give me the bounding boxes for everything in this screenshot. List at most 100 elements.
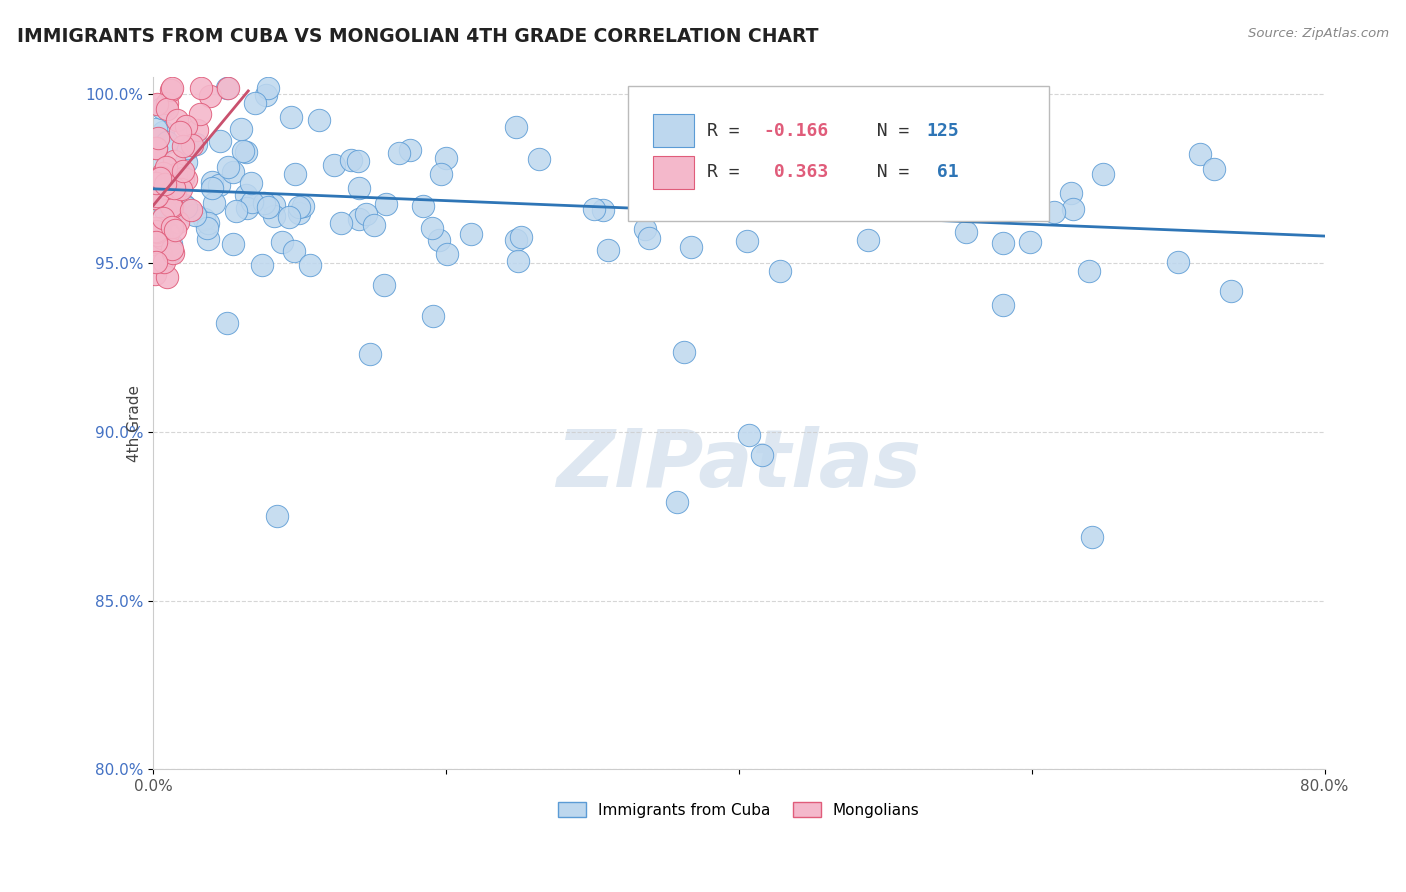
Point xyxy=(270,235,292,250)
Point xyxy=(596,243,619,257)
Point xyxy=(288,200,311,214)
Point xyxy=(308,113,330,128)
Point xyxy=(288,205,311,219)
Point xyxy=(188,107,211,121)
Point xyxy=(170,182,193,196)
Point xyxy=(208,134,231,148)
Point xyxy=(673,344,696,359)
Point xyxy=(508,254,530,268)
Point xyxy=(202,196,225,211)
Point xyxy=(278,210,301,224)
Text: IMMIGRANTS FROM CUBA VS MONGOLIAN 4TH GRADE CORRELATION CHART: IMMIGRANTS FROM CUBA VS MONGOLIAN 4TH GR… xyxy=(17,27,818,45)
Point xyxy=(174,172,197,186)
Point xyxy=(163,222,186,236)
Point xyxy=(979,159,1001,173)
Point xyxy=(679,240,702,254)
Point xyxy=(160,80,183,95)
Point xyxy=(991,199,1014,213)
Point xyxy=(145,141,167,155)
Text: R =: R = xyxy=(707,163,751,181)
Point xyxy=(1092,167,1115,181)
Point xyxy=(143,237,166,252)
Point xyxy=(1062,202,1084,216)
Point xyxy=(198,88,221,103)
Point xyxy=(427,233,450,247)
Point xyxy=(735,234,758,248)
Point xyxy=(172,164,194,178)
Point xyxy=(322,158,344,172)
Point xyxy=(592,202,614,217)
Point xyxy=(159,83,181,97)
Point xyxy=(181,137,204,152)
FancyBboxPatch shape xyxy=(654,155,695,189)
Point xyxy=(201,181,224,195)
Point xyxy=(398,144,420,158)
Point xyxy=(215,316,238,330)
Text: Source: ZipAtlas.com: Source: ZipAtlas.com xyxy=(1249,27,1389,40)
Point xyxy=(363,218,385,232)
Point xyxy=(153,178,176,193)
Point xyxy=(145,176,167,190)
Text: 61: 61 xyxy=(927,163,959,181)
Point xyxy=(156,96,179,111)
Point xyxy=(195,221,218,235)
Point xyxy=(159,194,181,209)
Point xyxy=(505,234,527,248)
Point xyxy=(145,255,167,269)
Point xyxy=(190,80,212,95)
Point xyxy=(153,177,176,191)
Point xyxy=(145,191,167,205)
Point xyxy=(373,278,395,293)
Text: N =: N = xyxy=(855,163,920,181)
Point xyxy=(155,180,177,194)
Point xyxy=(149,247,172,261)
Point xyxy=(167,215,190,229)
Point xyxy=(176,155,198,169)
Point xyxy=(217,80,239,95)
Point xyxy=(236,201,259,215)
FancyBboxPatch shape xyxy=(654,114,695,147)
Point xyxy=(240,194,263,209)
Point xyxy=(176,119,198,133)
Point xyxy=(157,172,180,186)
Point xyxy=(197,232,219,246)
Point xyxy=(359,347,381,361)
Point xyxy=(1043,205,1066,219)
Point xyxy=(163,154,186,169)
Point xyxy=(955,226,977,240)
Point xyxy=(172,139,194,153)
Point xyxy=(176,141,198,155)
Point xyxy=(1018,235,1040,249)
Point xyxy=(160,236,183,251)
Point xyxy=(146,152,169,166)
Point xyxy=(510,230,533,244)
Point xyxy=(163,202,186,217)
Point xyxy=(412,199,434,213)
Point xyxy=(257,80,280,95)
Point xyxy=(1167,255,1189,269)
Point xyxy=(231,122,253,136)
Point xyxy=(145,224,167,238)
Point xyxy=(1219,285,1241,299)
Point xyxy=(146,227,169,242)
Point xyxy=(298,258,321,272)
Point xyxy=(772,177,794,191)
FancyBboxPatch shape xyxy=(627,86,1049,220)
Point xyxy=(145,122,167,136)
Point xyxy=(1081,529,1104,543)
Point xyxy=(217,160,239,174)
Point xyxy=(256,200,278,214)
Point xyxy=(254,87,277,102)
Point xyxy=(152,211,174,226)
Point xyxy=(232,144,254,158)
Point xyxy=(172,171,194,186)
Point xyxy=(184,136,207,151)
Point xyxy=(280,110,302,124)
Point xyxy=(152,230,174,244)
Point xyxy=(152,166,174,180)
Point xyxy=(197,216,219,230)
Point xyxy=(165,185,187,199)
Point xyxy=(354,207,377,221)
Point xyxy=(183,208,205,222)
Point xyxy=(741,186,763,201)
